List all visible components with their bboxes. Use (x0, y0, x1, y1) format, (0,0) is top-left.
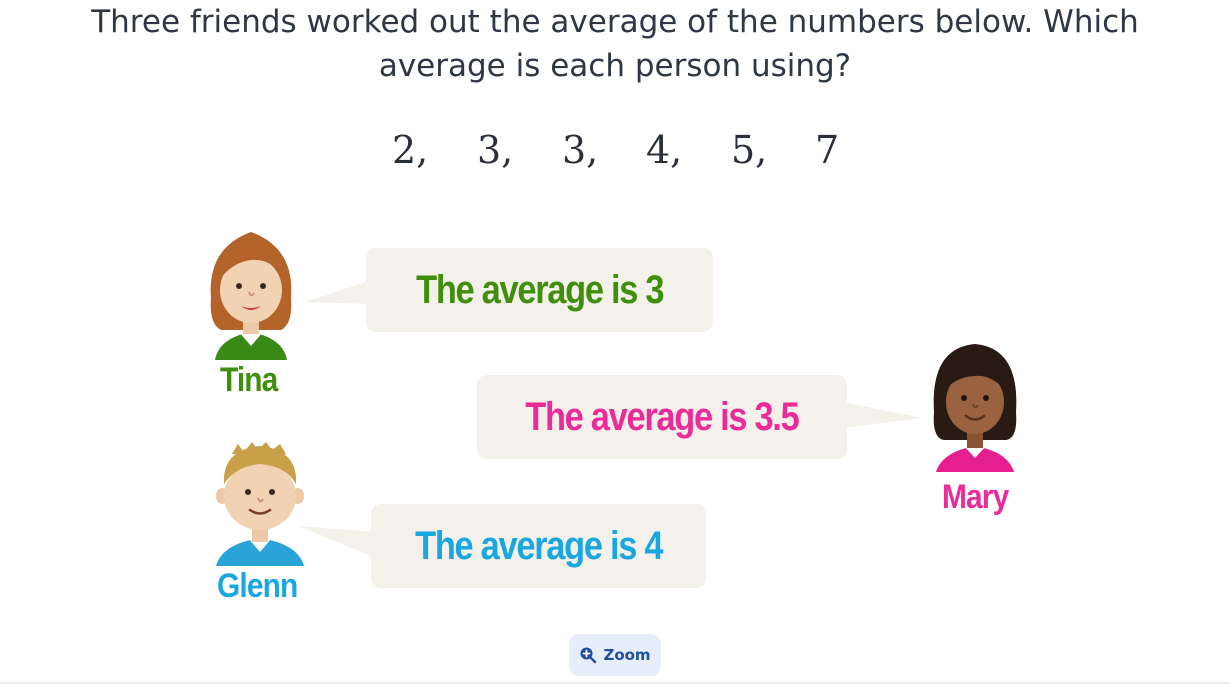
question-text: Three friends worked out the average of … (0, 0, 1230, 88)
zoom-button[interactable]: Zoom (569, 634, 661, 676)
number-item: 5, (731, 128, 768, 172)
mary-name: Mary (942, 478, 1009, 516)
glenn-avatar (216, 442, 304, 566)
mary-speech-bubble: The average is 3.5 (477, 375, 847, 459)
number-list: 2, 3, 3, 4, 5, 7 (0, 128, 1230, 184)
tina-speech-bubble: The average is 3 (366, 248, 713, 332)
number-item: 2, (392, 128, 429, 172)
number-item: 4, (646, 128, 683, 172)
mary-statement: The average is 3.5 (525, 394, 799, 439)
tina-bubble-tail (305, 280, 371, 304)
magnifier-plus-icon (580, 647, 597, 664)
tina-avatar (210, 232, 292, 360)
mary-bubble-tail (842, 402, 922, 428)
number-item: 3, (562, 128, 599, 172)
bottom-divider (0, 682, 1230, 684)
tina-statement: The average is 3 (415, 267, 664, 312)
glenn-speech-bubble: The average is 4 (371, 504, 706, 588)
mary-avatar (933, 344, 1017, 472)
question-line-2: average is each person using? (378, 48, 852, 84)
glenn-statement: The average is 4 (414, 523, 663, 568)
question-line-1: Three friends worked out the average of … (91, 4, 1139, 40)
glenn-name: Glenn (217, 567, 298, 605)
zoom-label: Zoom (603, 646, 651, 664)
tina-name: Tina (220, 361, 278, 399)
glenn-bubble-tail (298, 526, 376, 558)
number-item: 7 (815, 128, 840, 172)
number-item: 3, (477, 128, 514, 172)
